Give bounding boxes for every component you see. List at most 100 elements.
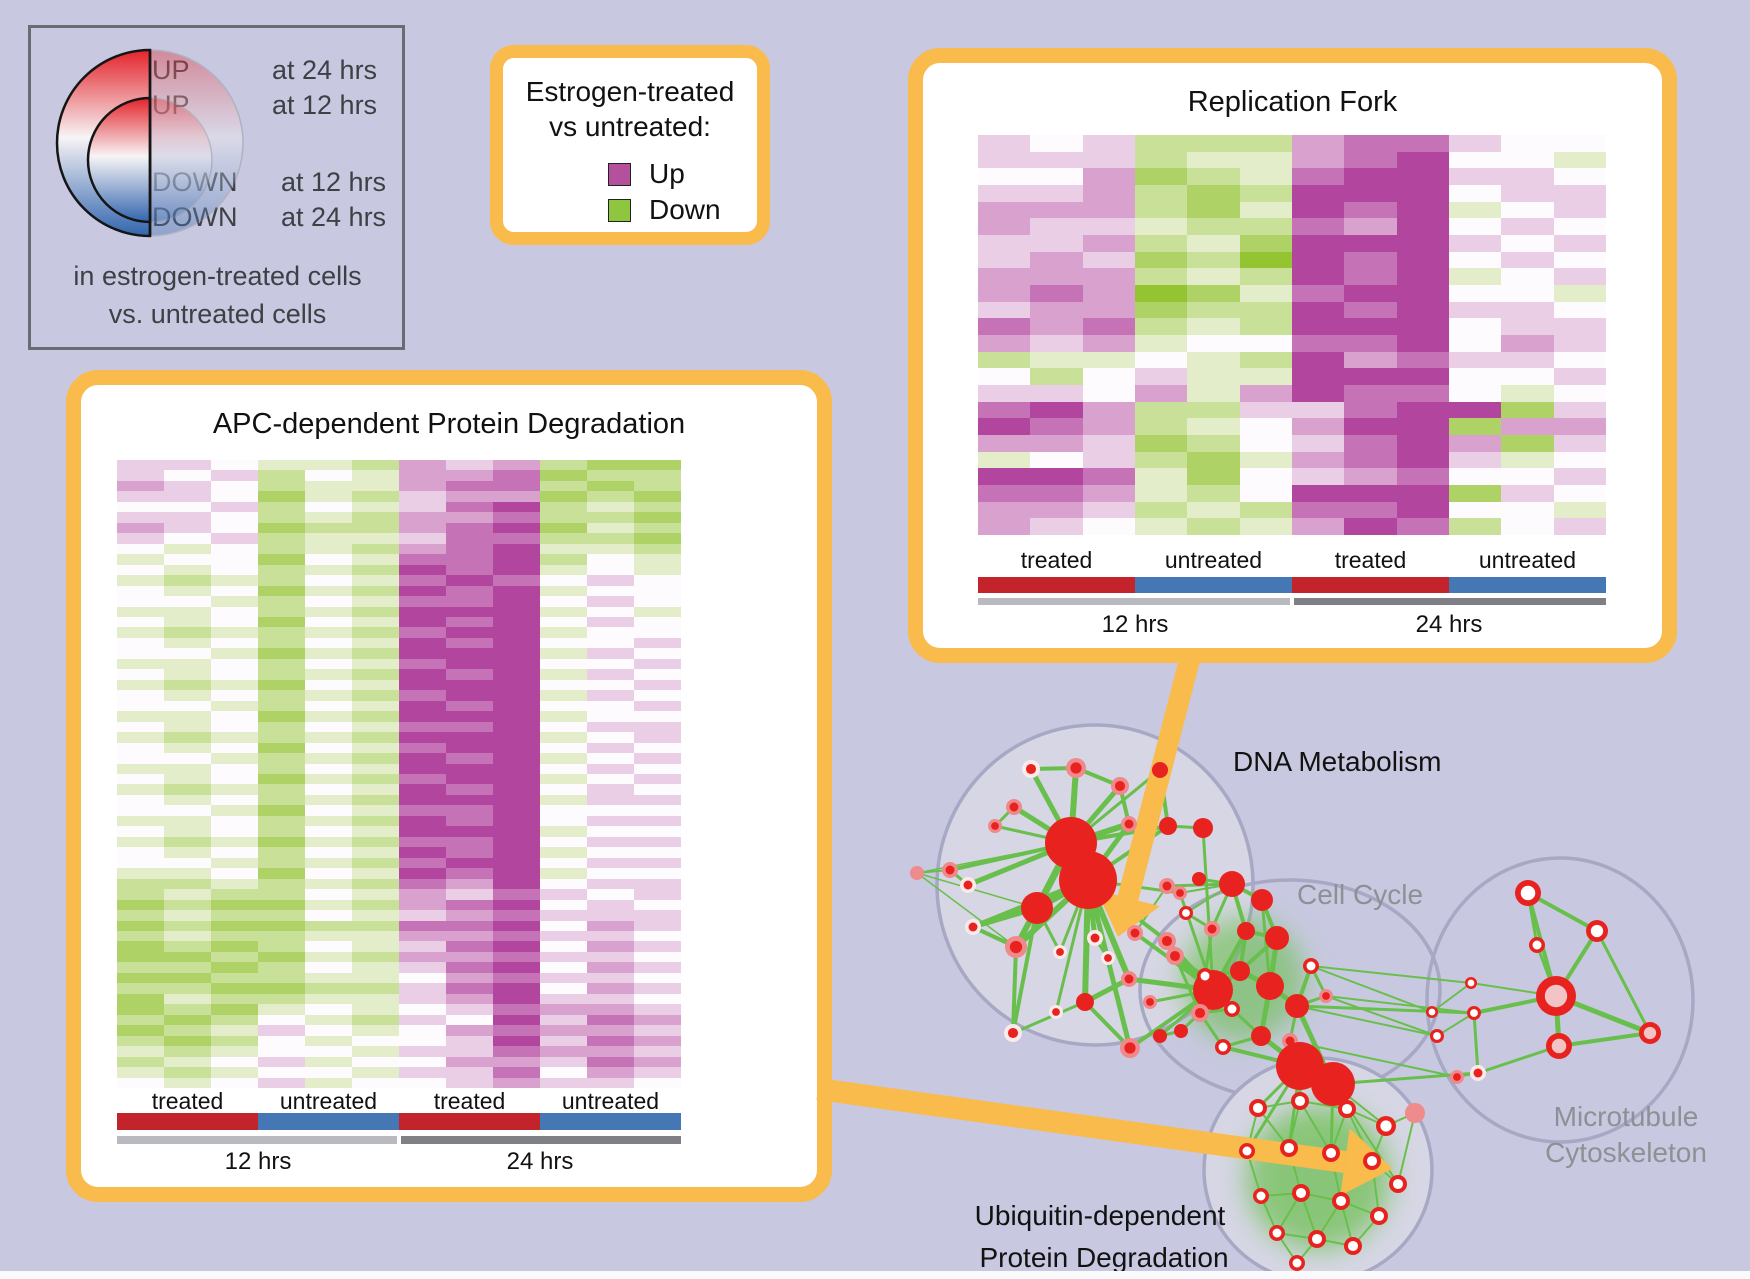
heatmap-cell xyxy=(258,732,305,743)
heatmap-cell xyxy=(164,616,211,628)
gene-node-core xyxy=(1433,1032,1441,1040)
heatmap-cell xyxy=(1344,251,1397,269)
heatmap-cell xyxy=(1134,168,1188,185)
heatmap-cell xyxy=(1030,284,1083,302)
heatmap-cell xyxy=(446,501,493,513)
heatmap-cell xyxy=(1344,434,1397,452)
heatmap-cell xyxy=(164,878,211,890)
heatmap-cell xyxy=(634,669,681,680)
network-edge xyxy=(1296,994,1327,1008)
heatmap-cell xyxy=(352,773,399,785)
heatmap-cell xyxy=(1291,468,1345,485)
gene-node xyxy=(1426,1006,1438,1018)
heatmap-cell xyxy=(1030,218,1083,235)
heatmap-cell xyxy=(1501,401,1554,419)
gene-node xyxy=(1280,1139,1298,1157)
heatmap-cell xyxy=(164,522,211,534)
apc-title: APC-dependent Protein Degradation xyxy=(212,408,686,440)
heatmap-cell xyxy=(1082,301,1135,319)
network-edge xyxy=(949,841,1072,872)
heatmap-cell xyxy=(1082,218,1135,235)
heatmap-cell xyxy=(1448,384,1502,402)
gene-node xyxy=(1022,760,1040,778)
heatmap-cell xyxy=(1501,168,1554,185)
heatmap-cell xyxy=(258,1014,305,1026)
treatment-bar xyxy=(540,1113,681,1130)
heatmap-cell xyxy=(164,993,211,1005)
gene-node xyxy=(1467,1006,1481,1020)
heatmap-cell xyxy=(1082,151,1135,169)
heatmap-cell xyxy=(211,596,258,607)
cluster-label: Cell Cycle xyxy=(1296,879,1424,910)
heatmap-cell xyxy=(1082,318,1135,335)
network-edge xyxy=(1203,928,1214,977)
heatmap-cell xyxy=(164,585,211,597)
heatmap-cell xyxy=(493,826,540,837)
heatmap-cell xyxy=(1239,451,1292,469)
heatmap-cell xyxy=(1553,418,1606,435)
heatmap-cell xyxy=(1291,201,1345,219)
heatmap-cell xyxy=(540,1025,587,1036)
heatmap-cell xyxy=(634,501,681,513)
heatmap-cell xyxy=(1030,184,1083,202)
heatmap-cell xyxy=(399,554,446,565)
down-swatch-icon xyxy=(608,198,631,222)
heatmap-cell xyxy=(1396,384,1449,402)
heatmap-cell xyxy=(1553,368,1606,385)
heatmap-cell xyxy=(305,815,352,827)
heatmap-cell xyxy=(211,868,258,879)
network-edge xyxy=(1245,1065,1302,1152)
gene-node xyxy=(1120,1038,1140,1058)
heatmap-cell xyxy=(1291,234,1345,252)
heatmap-cell xyxy=(1134,518,1188,535)
cluster-cell-cycle xyxy=(1138,878,1442,1102)
heatmap-cell xyxy=(305,648,352,659)
network-edge xyxy=(1128,988,1215,1050)
heatmap-cell xyxy=(164,805,211,816)
network-edge xyxy=(1310,965,1433,1013)
gene-node xyxy=(1546,1033,1572,1059)
heatmap-cell xyxy=(1239,434,1292,452)
heatmap-cell xyxy=(1082,234,1135,252)
heatmap-cell xyxy=(587,480,634,492)
heatmap-cell xyxy=(164,564,211,576)
heatmap-cell xyxy=(1501,501,1554,519)
heatmap-cell xyxy=(211,711,258,722)
heatmap-cell xyxy=(540,836,587,848)
heatmap-cell xyxy=(587,805,634,816)
heatmap-cell xyxy=(1239,168,1292,185)
heatmap-cell xyxy=(399,1056,446,1068)
heatmap-cell xyxy=(540,470,587,481)
gene-node-core xyxy=(1453,1073,1461,1081)
heatmap-cell xyxy=(258,826,305,837)
heatmap-cell xyxy=(305,763,352,774)
heatmap-cell xyxy=(634,480,681,492)
heatmap-cell xyxy=(1239,234,1292,252)
cluster-circles xyxy=(935,723,1695,1279)
network-edge xyxy=(1158,769,1170,827)
heatmap-cell xyxy=(352,491,399,502)
heatmap-cell xyxy=(305,470,352,481)
heatmap-cell xyxy=(540,669,587,680)
heatmap-cell xyxy=(117,1067,164,1078)
heatmap-cell xyxy=(399,983,446,994)
gene-node-core xyxy=(1294,1095,1306,1107)
heatmap-cell xyxy=(211,993,258,1005)
heatmap-cell xyxy=(258,606,305,617)
heatmap-cell xyxy=(399,763,446,774)
heatmap-cell xyxy=(305,554,352,565)
network-edge xyxy=(1222,1034,1262,1049)
network-edge xyxy=(1477,1044,1560,1075)
network-edge xyxy=(1288,1005,1299,1042)
heatmap-cell xyxy=(1448,484,1502,502)
heatmap-cell xyxy=(117,543,164,555)
heatmap-cell xyxy=(587,669,634,680)
heatmap-cell xyxy=(1501,384,1554,402)
heatmap-cell xyxy=(117,826,164,837)
heatmap-cell xyxy=(117,679,164,691)
gene-node xyxy=(1470,1065,1486,1081)
heatmap-cell xyxy=(540,564,587,576)
heatmap-cell xyxy=(1501,434,1554,452)
heatmap-cell xyxy=(493,951,540,963)
heatmap-cell xyxy=(587,742,634,754)
